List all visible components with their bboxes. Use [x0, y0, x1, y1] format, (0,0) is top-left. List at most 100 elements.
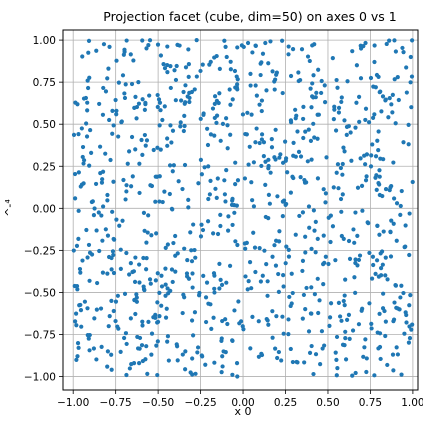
- scatter-point: [230, 338, 235, 343]
- scatter-point: [182, 246, 187, 251]
- scatter-point: [277, 155, 282, 160]
- scatter-point: [301, 135, 306, 141]
- scatter-point: [303, 250, 308, 255]
- scatter-point: [85, 108, 90, 113]
- scatter-point: [218, 212, 223, 217]
- scatter-point: [396, 97, 401, 103]
- scatter-point: [140, 358, 145, 364]
- scatter-point: [335, 162, 341, 167]
- scatter-point: [281, 273, 286, 278]
- scatter-point: [137, 190, 142, 196]
- scatter-point: [346, 238, 352, 244]
- scatter-point: [209, 326, 214, 331]
- scatter-point: [239, 43, 244, 48]
- scatter-point: [381, 157, 386, 162]
- scatter-point: [253, 140, 258, 145]
- scatter-point: [218, 138, 223, 143]
- scatter-point: [353, 370, 358, 376]
- scatter-point: [141, 255, 146, 261]
- scatter-point: [288, 73, 294, 79]
- scatter-point: [165, 242, 170, 247]
- scatter-point: [92, 206, 97, 211]
- scatter-point: [285, 170, 290, 175]
- scatter-point: [312, 135, 317, 140]
- scatter-point: [263, 159, 268, 164]
- scatter-point: [145, 230, 150, 235]
- scatter-point: [334, 170, 339, 175]
- scatter-point: [312, 228, 317, 233]
- scatter-point: [243, 274, 248, 279]
- scatter-point: [100, 238, 105, 243]
- scatter-point: [336, 110, 342, 115]
- scatter-point: [129, 134, 135, 140]
- scatter-point: [238, 319, 244, 324]
- scatter-point: [363, 106, 369, 111]
- scatter-point: [327, 323, 332, 328]
- scatter-point: [156, 97, 162, 102]
- scatter-point: [212, 286, 217, 291]
- scatter-point: [363, 162, 368, 167]
- scatter-point: [105, 233, 111, 238]
- scatter-point: [378, 89, 383, 94]
- scatter-point: [190, 356, 195, 361]
- scatter-point: [77, 266, 83, 272]
- scatter-point: [300, 258, 306, 263]
- scatter-point: [94, 357, 99, 362]
- scatter-point: [304, 180, 309, 185]
- scatter-point: [157, 100, 163, 105]
- scatter-point: [200, 354, 205, 359]
- scatter-point: [369, 276, 375, 281]
- scatter-point: [111, 308, 116, 314]
- scatter-point: [359, 183, 365, 188]
- scatter-point: [88, 127, 93, 133]
- scatter-point: [306, 204, 312, 209]
- x-tick-label: 0.75: [359, 397, 382, 409]
- scatter-point: [235, 82, 240, 87]
- scatter-point: [383, 98, 388, 103]
- scatter-point: [168, 64, 173, 69]
- scatter-point: [217, 66, 222, 72]
- scatter-point: [198, 157, 204, 162]
- scatter-point: [194, 38, 199, 43]
- scatter-point: [199, 172, 204, 177]
- scatter-point: [286, 44, 291, 49]
- scatter-point: [235, 374, 240, 379]
- scatter-point: [333, 128, 339, 133]
- scatter-point: [360, 208, 365, 213]
- scatter-point: [364, 356, 369, 361]
- scatter-point: [273, 127, 278, 132]
- scatter-point: [365, 220, 370, 225]
- scatter-point: [357, 119, 362, 124]
- scatter-point: [261, 140, 267, 145]
- scatter-point: [215, 231, 221, 237]
- scatter-point: [136, 101, 142, 106]
- scatter-point: [168, 123, 173, 128]
- scatter-point: [142, 288, 147, 293]
- scatter-point: [333, 258, 338, 263]
- scatter-point: [232, 210, 237, 215]
- scatter-point: [390, 92, 395, 97]
- scatter-point: [74, 284, 80, 289]
- scatter-point: [172, 68, 177, 73]
- scatter-point: [309, 157, 314, 162]
- scatter-point: [204, 280, 210, 285]
- scatter-point: [314, 90, 319, 95]
- scatter-point: [118, 266, 123, 271]
- scatter-point: [270, 254, 275, 259]
- scatter-point: [137, 335, 143, 341]
- scatter-point: [142, 132, 147, 138]
- scatter-point: [370, 254, 376, 259]
- scatter-point: [118, 349, 123, 354]
- scatter-point: [214, 120, 219, 125]
- scatter-point: [169, 267, 175, 272]
- scatter-point: [276, 271, 281, 277]
- scatter-point: [385, 362, 390, 368]
- scatter-point: [189, 248, 194, 253]
- scatter-point: [186, 197, 191, 202]
- scatter-point: [144, 138, 150, 143]
- scatter-point: [165, 69, 170, 75]
- scatter-point: [258, 72, 263, 78]
- scatter-point: [179, 98, 184, 103]
- scatter-point: [283, 202, 288, 208]
- scatter-point: [407, 336, 413, 341]
